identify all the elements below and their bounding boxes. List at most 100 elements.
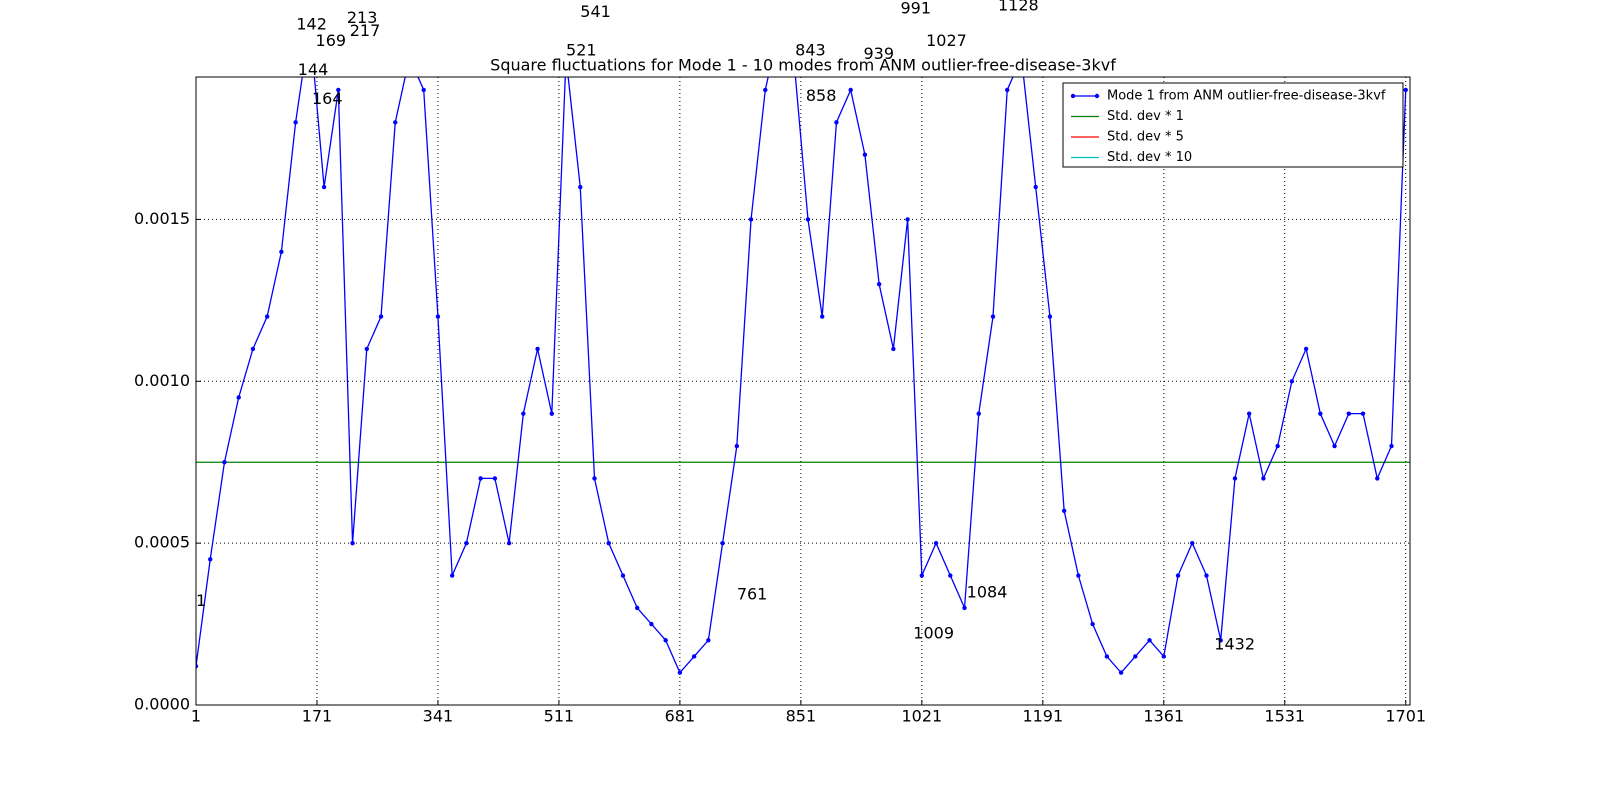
- data-point: [378, 314, 384, 319]
- data-point: [948, 573, 953, 578]
- annotation: 858: [806, 86, 837, 105]
- ticks: 0.0000 0.0005 0.0010 0.0015 1 171 341 511 681 851…: [134, 209, 1426, 726]
- data-point: [293, 120, 298, 125]
- legend-label: Mode 1 from ANM outlier-free-disease-3kv…: [1107, 89, 1386, 104]
- data-point: [933, 540, 939, 546]
- data-point: [663, 638, 668, 643]
- data-point: [1303, 346, 1309, 352]
- data-point: [592, 476, 597, 481]
- y-tick-label: 0.0000: [134, 695, 190, 714]
- data-point: [1175, 573, 1181, 578]
- y-tick-label: 0.0005: [134, 533, 190, 552]
- annotation: 843: [795, 41, 826, 60]
- data-point: [876, 281, 882, 287]
- data-point: [506, 540, 512, 546]
- series-line: [196, 77, 1407, 674]
- data-point: [549, 411, 555, 416]
- data-point: [720, 540, 725, 546]
- axes-frame: [195, 76, 1411, 706]
- data-point: [1133, 654, 1138, 659]
- y-tick-label: 0.0010: [134, 371, 190, 390]
- data-point: [606, 540, 611, 546]
- data-point: [492, 476, 498, 481]
- data-point: [734, 443, 740, 449]
- data-point: [777, 23, 781, 27]
- data-point: [1375, 476, 1380, 481]
- data-point: [321, 184, 327, 190]
- data-point: [1318, 411, 1323, 416]
- legend-label: Std. dev * 10: [1107, 150, 1192, 165]
- data-point: [350, 540, 355, 546]
- annotation: 1432: [1214, 635, 1255, 654]
- data-point: [421, 87, 426, 93]
- annotation: 761: [737, 584, 768, 603]
- data-point: [1104, 654, 1110, 659]
- data-point: [1161, 654, 1166, 659]
- data-point: [1033, 184, 1038, 190]
- data-point: [962, 605, 967, 611]
- data-point: [1360, 411, 1366, 416]
- x-tick-label: 1701: [1385, 707, 1426, 726]
- annotation: 213: [347, 8, 378, 27]
- data-point: [1090, 621, 1095, 627]
- data-point: [264, 314, 270, 319]
- x-tick-label: 1191: [1022, 707, 1063, 726]
- data-point: [1246, 411, 1252, 416]
- data-point: [649, 621, 654, 627]
- annotation: 1009: [913, 623, 954, 642]
- annotation: 541: [580, 2, 611, 21]
- annotation: 142: [296, 15, 327, 34]
- annotation: 1084: [967, 582, 1008, 601]
- data-point: [435, 314, 441, 319]
- legend-marker: [1094, 93, 1100, 99]
- x-tick-label: 1: [191, 707, 201, 726]
- data-point: [1403, 87, 1408, 93]
- data-point: [449, 573, 455, 578]
- data-point: [521, 411, 526, 416]
- data-point: [1190, 540, 1195, 546]
- chart-title: Square fluctuations for Mode 1 - 10 mode…: [490, 56, 1116, 75]
- data-point: [862, 152, 868, 157]
- data-point: [1218, 638, 1223, 643]
- annotation: 939: [863, 44, 894, 63]
- data-point: [1076, 573, 1081, 578]
- x-tick-label: 511: [544, 707, 575, 726]
- data-point: [634, 605, 640, 611]
- data-point: [1289, 379, 1295, 384]
- data-point: [1047, 314, 1053, 319]
- data-point: [848, 87, 853, 93]
- x-tick-label: 341: [423, 707, 454, 726]
- annotation: 1: [196, 591, 206, 610]
- data-point: [364, 346, 369, 352]
- data-point: [1118, 670, 1124, 675]
- legend-box: [1062, 82, 1404, 168]
- annotation: 991: [900, 0, 931, 18]
- data-point: [1232, 476, 1238, 481]
- annotation: 217: [350, 21, 381, 40]
- data-point: [1061, 508, 1067, 513]
- x-tick-label: 1021: [901, 707, 942, 726]
- data-point: [478, 476, 483, 481]
- data-point: [990, 314, 996, 319]
- annotation: 1128: [998, 0, 1039, 14]
- data-point: [834, 120, 839, 125]
- annotation: 144: [298, 60, 329, 79]
- data-point: [1332, 443, 1337, 449]
- annotation: 169: [316, 31, 347, 50]
- data-point: [1389, 443, 1394, 449]
- data-point: [279, 249, 284, 255]
- data-point: [336, 87, 341, 93]
- data-point: [905, 217, 910, 222]
- legend-marker: [1070, 93, 1076, 99]
- y-tick-label: 0.0015: [134, 209, 190, 228]
- data-point: [919, 573, 925, 578]
- data-point: [891, 346, 896, 352]
- data-point: [1275, 443, 1280, 449]
- data-point: [706, 638, 711, 643]
- data-point: [407, 55, 411, 59]
- legend-label: Std. dev * 1: [1107, 109, 1184, 124]
- data-point: [196, 663, 199, 669]
- data-point: [620, 573, 626, 578]
